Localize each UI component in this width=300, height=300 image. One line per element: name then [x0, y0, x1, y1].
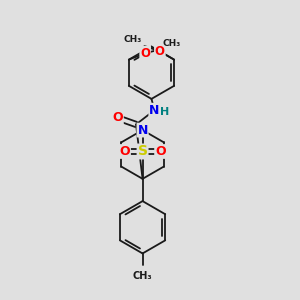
Text: N: N	[137, 124, 148, 136]
Text: S: S	[138, 145, 148, 158]
Text: CH₃: CH₃	[123, 35, 141, 44]
Text: H: H	[160, 107, 170, 117]
Text: O: O	[155, 45, 165, 58]
Text: O: O	[155, 145, 166, 158]
Text: O: O	[112, 111, 123, 124]
Text: CH₃: CH₃	[162, 39, 181, 48]
Text: O: O	[140, 46, 150, 60]
Text: CH₃: CH₃	[133, 271, 152, 281]
Text: N: N	[149, 104, 160, 117]
Text: O: O	[119, 145, 130, 158]
